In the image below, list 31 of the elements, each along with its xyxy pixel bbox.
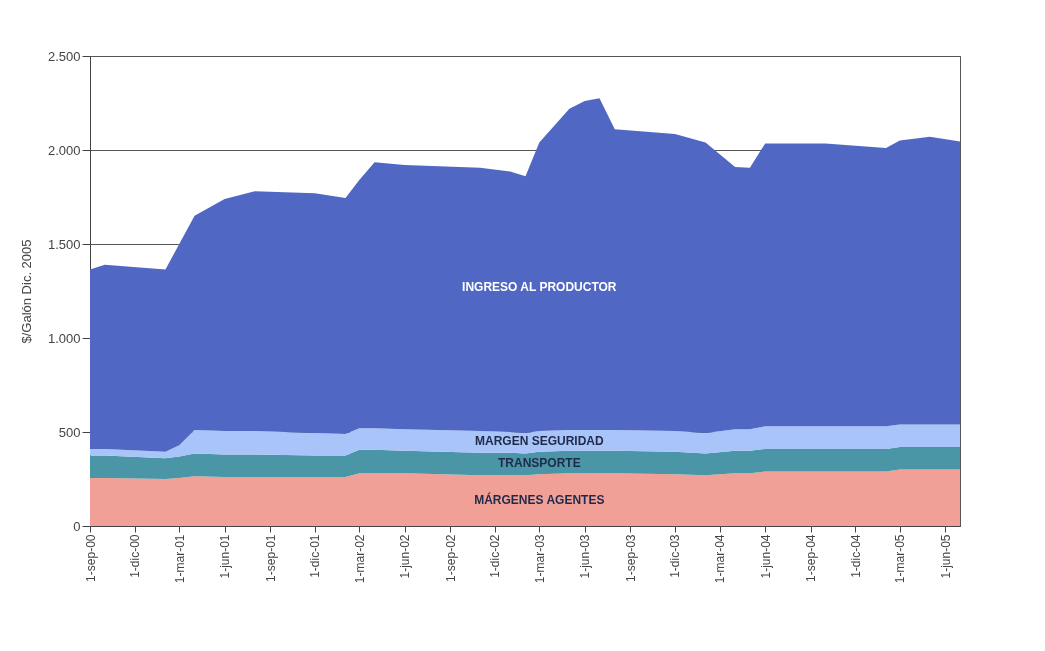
x-tick-label: 1-mar-01 bbox=[172, 534, 187, 584]
y-tick-label: 1.500 bbox=[47, 236, 81, 252]
x-tick-label: 1-sep-01 bbox=[263, 534, 278, 582]
series-label: MÁRGENES AGENTES bbox=[474, 492, 605, 508]
y-tick-label: 1.000 bbox=[47, 330, 81, 346]
x-tick-label: 1-sep-03 bbox=[623, 534, 638, 582]
x-tick-label: 1-jun-01 bbox=[218, 534, 233, 579]
x-tick-label: 1-dic-02 bbox=[488, 534, 503, 578]
x-tick-label: 1-dic-03 bbox=[668, 534, 683, 578]
x-tick-label: 1-dic-00 bbox=[128, 534, 143, 578]
x-tick-label: 1-mar-04 bbox=[713, 534, 728, 584]
y-tick-label: 2.000 bbox=[47, 142, 81, 158]
x-tick-label: 1-dic-01 bbox=[308, 534, 323, 578]
y-axis-title: $/Galón Dic. 2005 bbox=[18, 239, 34, 344]
y-tick-label: 0 bbox=[73, 518, 81, 534]
x-tick-label: 1-mar-02 bbox=[352, 534, 367, 584]
x-tick-label: 1-sep-00 bbox=[83, 534, 98, 582]
x-tick-label: 1-dic-04 bbox=[848, 534, 863, 578]
series-label: TRANSPORTE bbox=[497, 456, 581, 471]
x-tick-label: 1-jun-04 bbox=[758, 534, 773, 579]
x-tick-label: 1-mar-05 bbox=[893, 534, 908, 584]
x-tick-label: 1-jun-02 bbox=[398, 534, 413, 579]
x-tick-label: 1-jun-03 bbox=[578, 534, 593, 579]
x-tick-label: 1-jun-05 bbox=[938, 534, 953, 579]
y-tick-label: 2.500 bbox=[47, 48, 81, 64]
series-label: INGRESO AL PRODUCTOR bbox=[462, 279, 617, 294]
series-label: MARGEN SEGURIDAD bbox=[474, 434, 604, 449]
x-tick-label: 1-sep-04 bbox=[804, 534, 819, 582]
y-tick-label: 500 bbox=[58, 424, 81, 440]
x-tick-label: 1-mar-03 bbox=[532, 534, 547, 584]
x-tick-label: 1-sep-02 bbox=[443, 534, 458, 582]
